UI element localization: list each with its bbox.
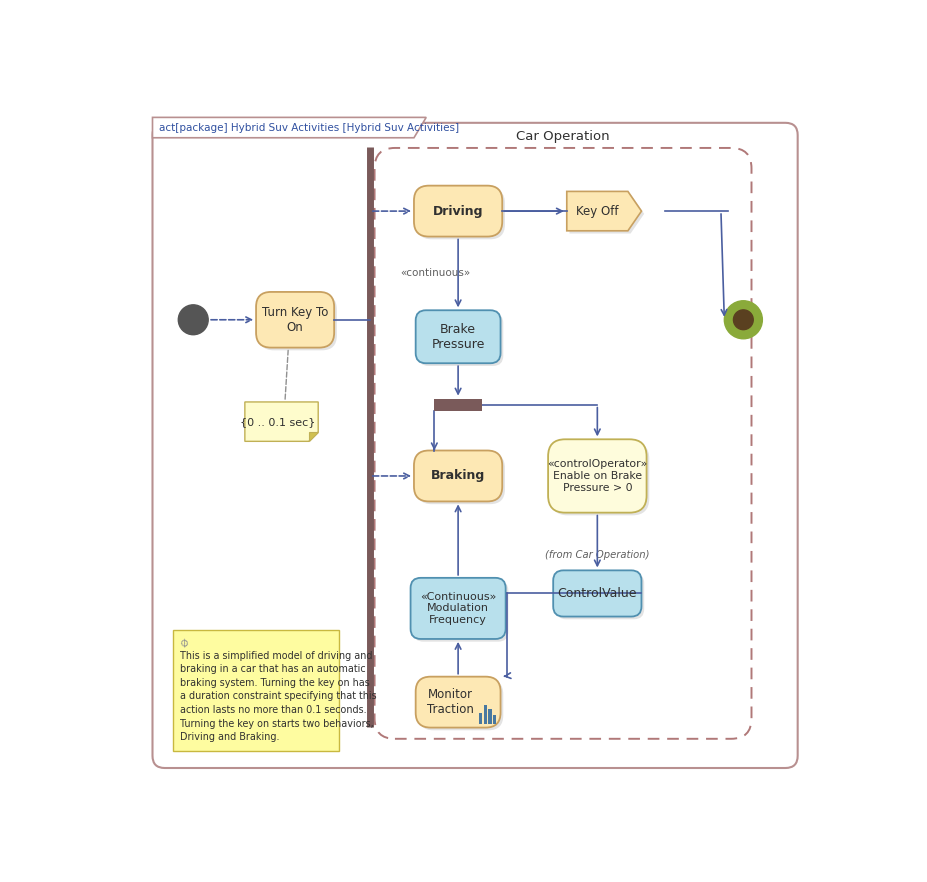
Bar: [489, 708, 491, 723]
Bar: [479, 713, 482, 723]
Polygon shape: [245, 402, 318, 441]
FancyBboxPatch shape: [413, 580, 508, 642]
FancyBboxPatch shape: [414, 451, 502, 502]
Bar: [484, 705, 487, 723]
Text: «Continuous»
Modulation
Frequency: «Continuous» Modulation Frequency: [420, 592, 496, 625]
Text: ⌀: ⌀: [178, 635, 192, 650]
FancyBboxPatch shape: [416, 189, 505, 239]
Text: Braking: Braking: [431, 469, 485, 482]
Text: Car Operation: Car Operation: [516, 130, 610, 143]
Text: Turn Key To
On: Turn Key To On: [262, 306, 328, 333]
Polygon shape: [153, 117, 426, 138]
FancyBboxPatch shape: [259, 295, 337, 350]
FancyBboxPatch shape: [435, 399, 482, 411]
FancyBboxPatch shape: [414, 185, 502, 236]
FancyBboxPatch shape: [153, 123, 797, 768]
Text: «controlOperator»
Enable on Brake
Pressure > 0: «controlOperator» Enable on Brake Pressu…: [547, 460, 647, 492]
Text: Key Off: Key Off: [576, 205, 618, 218]
FancyBboxPatch shape: [415, 310, 501, 363]
Text: Brake
Pressure: Brake Pressure: [431, 323, 485, 351]
FancyBboxPatch shape: [418, 679, 503, 730]
Polygon shape: [566, 191, 641, 231]
FancyBboxPatch shape: [551, 442, 649, 515]
Text: «continuous»: «continuous»: [400, 268, 471, 279]
Bar: [493, 715, 497, 723]
Circle shape: [733, 310, 754, 330]
Text: Driving: Driving: [433, 205, 483, 218]
FancyBboxPatch shape: [556, 573, 644, 619]
Polygon shape: [569, 194, 644, 234]
Text: {0 .. 0.1 sec}: {0 .. 0.1 sec}: [240, 416, 316, 427]
Text: This is a simplified model of driving and
braking in a car that has an automatic: This is a simplified model of driving an…: [180, 651, 376, 742]
FancyBboxPatch shape: [172, 630, 339, 751]
FancyBboxPatch shape: [418, 313, 503, 366]
FancyBboxPatch shape: [415, 676, 501, 728]
FancyBboxPatch shape: [256, 292, 334, 348]
Polygon shape: [309, 432, 318, 441]
FancyBboxPatch shape: [416, 453, 505, 505]
Circle shape: [724, 301, 762, 339]
Circle shape: [178, 305, 209, 334]
Text: (from Car Operation): (from Car Operation): [545, 550, 650, 560]
Text: Monitor
Traction: Monitor Traction: [426, 688, 474, 716]
Text: ControlValue: ControlValue: [557, 587, 637, 600]
FancyBboxPatch shape: [548, 439, 646, 512]
Text: act[package] Hybrid Suv Activities [Hybrid Suv Activities]: act[package] Hybrid Suv Activities [Hybr…: [159, 123, 460, 132]
FancyBboxPatch shape: [553, 571, 641, 617]
FancyBboxPatch shape: [411, 578, 505, 639]
